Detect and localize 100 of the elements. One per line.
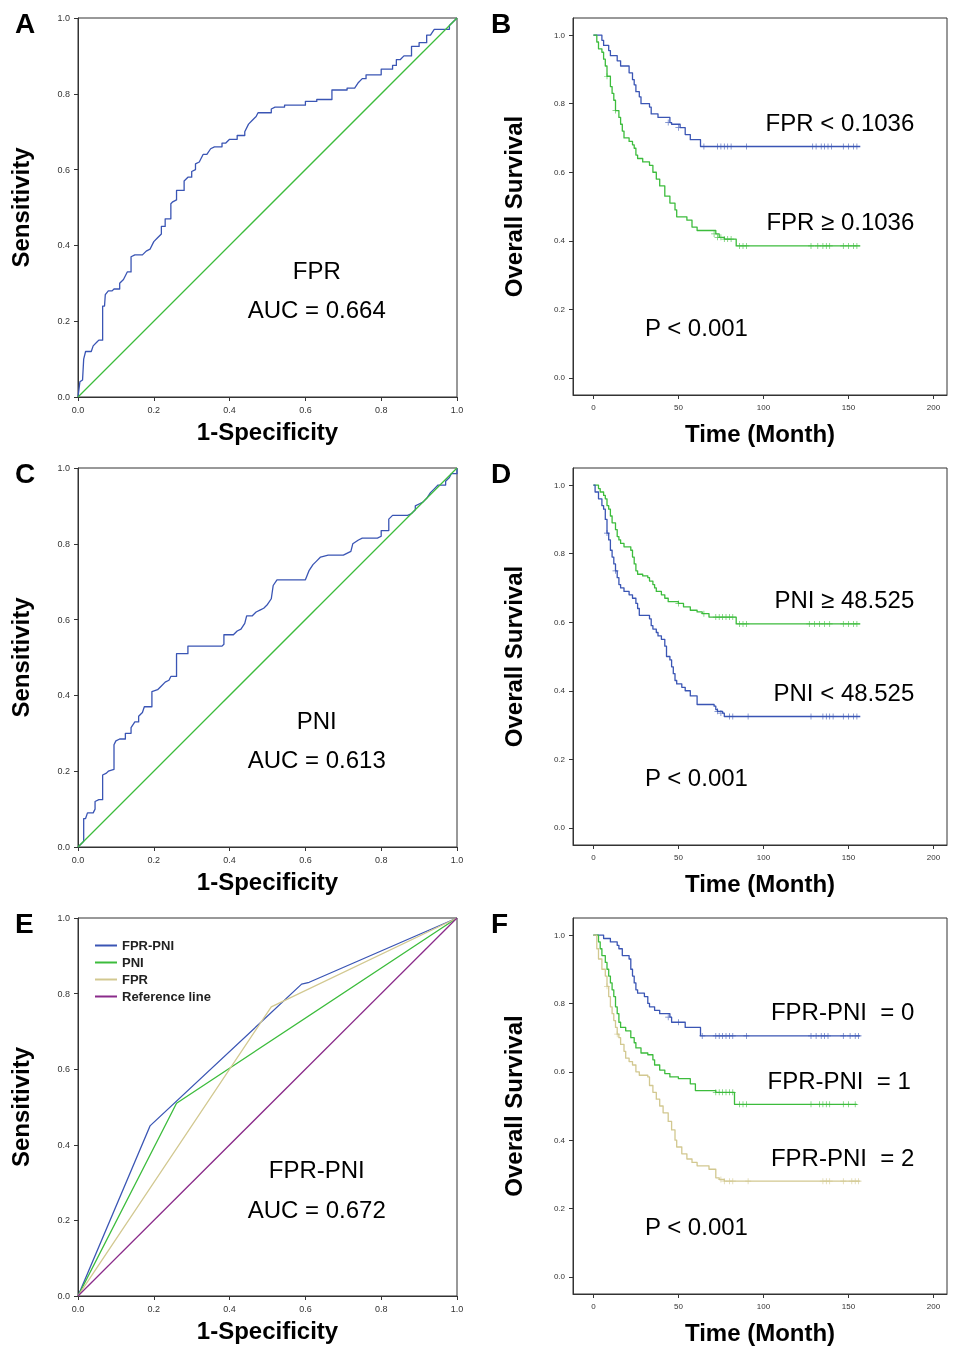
y-tick-label: 0.8 xyxy=(57,538,70,549)
annotation: AUC = 0.613 xyxy=(247,746,386,774)
x-tick-label: 0.8 xyxy=(374,1303,388,1314)
y-tick-label: 0.8 xyxy=(57,988,70,999)
y-tick-label: 0.0 xyxy=(57,842,70,852)
line-series xyxy=(77,917,458,1297)
x-tick-label: 200 xyxy=(926,1301,941,1311)
annotation: AUC = 0.664 xyxy=(247,296,386,324)
annotation: P < 0.001 xyxy=(644,1212,748,1240)
legend-label: PNI xyxy=(122,955,144,970)
y-axis-title: Overall Survival xyxy=(499,115,527,298)
y-tick-label: 0.8 xyxy=(553,99,566,109)
series-label: FPR-PNI = 0 xyxy=(770,998,915,1026)
y-tick-label: 1.0 xyxy=(57,13,70,23)
legend-label: Reference line xyxy=(122,989,211,1004)
x-axis-title: 1-Specificity xyxy=(196,867,339,895)
chart-title: B xyxy=(491,7,512,39)
x-tick-label: 0 xyxy=(591,1301,597,1311)
y-tick-label: 1.0 xyxy=(57,463,70,473)
annotation: FPR xyxy=(292,256,341,284)
x-tick-label: 0.0 xyxy=(71,404,85,415)
y-tick-label: 0.0 xyxy=(57,1291,70,1301)
y-tick-label: 0.6 xyxy=(57,614,70,625)
x-tick-label: 0.0 xyxy=(71,1303,85,1314)
point xyxy=(826,1178,833,1185)
y-tick-label: 1.0 xyxy=(553,30,566,40)
y-tick-label: 0.4 xyxy=(57,240,70,251)
y-tick-label: 0.2 xyxy=(553,304,566,314)
y-tick-label: 0.6 xyxy=(57,1064,70,1075)
annotation: P < 0.001 xyxy=(644,313,748,341)
series-label: FPR-PNI = 1 xyxy=(767,1066,911,1094)
x-tick-label: 50 xyxy=(673,852,684,862)
point xyxy=(614,1031,621,1038)
y-tick-label: 1.0 xyxy=(553,930,566,940)
point xyxy=(840,1178,847,1185)
series-label: PNI ≥ 48.525 xyxy=(774,586,915,614)
series-label: FPR-PNI = 2 xyxy=(770,1143,915,1171)
y-tick-label: 0.4 xyxy=(553,236,566,246)
legend-label: FPR-PNI xyxy=(122,938,174,953)
y-tick-label: 0.4 xyxy=(553,1135,566,1145)
y-tick-label: 0.2 xyxy=(553,754,566,764)
y-axis-title: Sensitivity xyxy=(6,146,34,268)
y-tick-label: 0.2 xyxy=(553,1204,566,1214)
annotation: AUC = 0.672 xyxy=(247,1195,386,1223)
x-tick-label: 0.8 xyxy=(374,854,388,865)
y-tick-label: 0.0 xyxy=(553,823,566,833)
x-tick-label: 0.4 xyxy=(223,854,236,865)
y-axis-title: Overall Survival xyxy=(499,1015,527,1197)
x-axis-title: 1-Specificity xyxy=(196,1316,339,1344)
x-tick-label: 50 xyxy=(673,402,684,412)
annotation: P < 0.001 xyxy=(644,763,748,791)
point xyxy=(729,1178,736,1185)
x-tick-label: 0 xyxy=(591,402,597,412)
x-tick-label: 100 xyxy=(756,402,771,412)
series-label: FPR ≥ 0.1036 xyxy=(766,208,915,236)
x-tick-label: 0.4 xyxy=(223,404,236,415)
x-tick-label: 0.6 xyxy=(299,1303,312,1314)
y-tick-label: 0.6 xyxy=(553,1067,566,1077)
series-label: FPR < 0.1036 xyxy=(765,109,915,137)
y-axis-title: Overall Survival xyxy=(499,565,527,748)
x-tick-label: 0.6 xyxy=(299,854,312,865)
y-tick-label: 0.2 xyxy=(57,766,70,777)
annotation: FPR-PNI xyxy=(268,1155,365,1183)
chart-title: F xyxy=(491,907,509,939)
x-tick-label: 0.2 xyxy=(147,404,161,415)
x-tick-label: 150 xyxy=(841,1301,856,1311)
y-tick-label: 0.0 xyxy=(553,373,566,383)
x-tick-label: 200 xyxy=(926,402,941,412)
x-tick-label: 0.4 xyxy=(223,1303,236,1314)
y-tick-label: 0.6 xyxy=(553,167,566,177)
x-tick-label: 0.0 xyxy=(71,854,85,865)
x-tick-label: 0.6 xyxy=(299,404,312,415)
y-tick-label: 0.8 xyxy=(57,88,70,99)
y-tick-label: 0.4 xyxy=(57,1139,70,1150)
x-tick-label: 0.2 xyxy=(147,854,161,865)
x-tick-label: 100 xyxy=(756,1301,771,1311)
y-axis-title: Sensitivity xyxy=(6,596,34,718)
line-series xyxy=(77,17,458,398)
y-tick-label: 0.0 xyxy=(553,1272,566,1282)
x-tick-label: 150 xyxy=(841,402,856,412)
point xyxy=(855,1178,862,1185)
y-tick-label: 0.2 xyxy=(57,316,70,327)
x-tick-label: 1.0 xyxy=(450,854,464,865)
point xyxy=(721,1178,728,1185)
x-tick-label: 0 xyxy=(591,852,597,862)
y-tick-label: 0.6 xyxy=(553,617,566,627)
x-tick-label: 0.8 xyxy=(374,404,388,415)
x-tick-label: 1.0 xyxy=(450,1303,464,1314)
y-axis-title: Sensitivity xyxy=(6,1046,34,1168)
x-tick-label: 0.2 xyxy=(147,1303,161,1314)
x-tick-label: 1.0 xyxy=(450,404,464,415)
y-tick-label: 0.6 xyxy=(57,164,70,175)
chart-title: E xyxy=(15,907,34,939)
y-tick-label: 0.2 xyxy=(57,1215,70,1226)
x-tick-label: 200 xyxy=(926,852,941,862)
x-axis-title: Time (Month) xyxy=(684,419,836,447)
x-tick-label: 100 xyxy=(756,852,771,862)
chart-title: D xyxy=(491,457,512,489)
x-axis-title: 1-Specificity xyxy=(196,417,339,445)
annotation: PNI xyxy=(296,706,337,734)
